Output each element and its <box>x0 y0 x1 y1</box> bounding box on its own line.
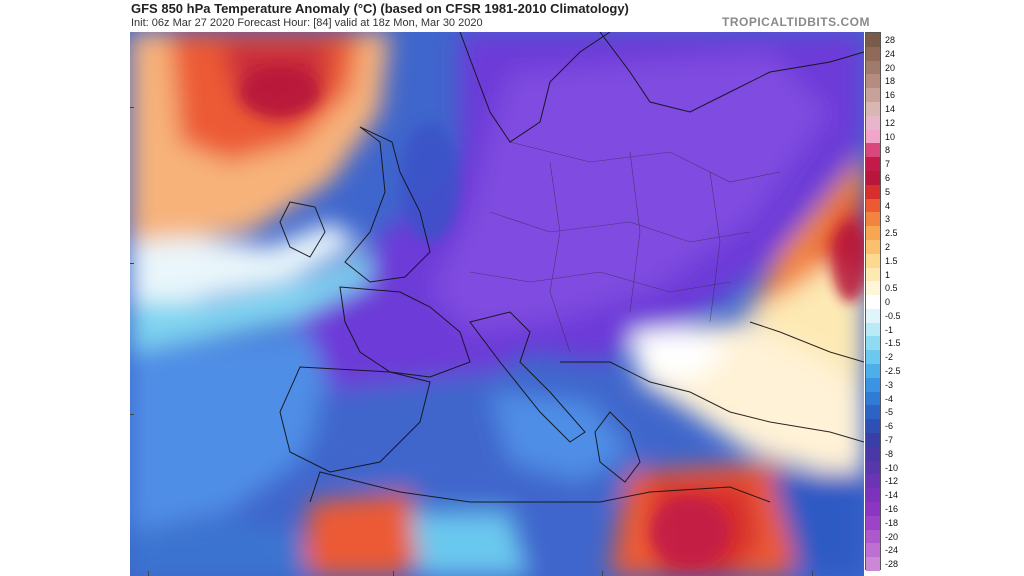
colorbar-segment <box>866 529 880 544</box>
colorbar-segment <box>866 391 880 406</box>
colorbar-label: 6 <box>885 172 891 183</box>
colorbar-segment <box>866 267 880 282</box>
colorbar-label: -1 <box>885 324 894 335</box>
colorbar-label: 18 <box>885 76 896 87</box>
colorbar-segment <box>866 322 880 337</box>
colorbar-label: -12 <box>885 476 899 487</box>
colorbar-segment <box>866 129 880 144</box>
colorbar-label: 1 <box>885 269 891 280</box>
colorbar-label: 0 <box>885 297 891 308</box>
colorbar-segment <box>866 405 880 420</box>
colorbar-label: -10 <box>885 462 899 473</box>
colorbar-label: 0.5 <box>885 283 898 294</box>
colorbar-label: -5 <box>885 407 894 418</box>
colorbar-segment <box>866 364 880 379</box>
colorbar-label: 5 <box>885 186 891 197</box>
colorbar-segment <box>866 377 880 393</box>
colorbar-label: -24 <box>885 545 899 556</box>
colorbar-label: -8 <box>885 448 894 459</box>
colorbar-label: 14 <box>885 103 896 114</box>
colorbar-segment <box>866 74 880 89</box>
colorbar-segment <box>866 419 880 434</box>
colorbar-segment <box>866 515 880 531</box>
colorbar-segment <box>866 281 880 296</box>
colorbar-segment <box>866 433 880 448</box>
coastline-overlay <box>279 32 864 503</box>
axis-tick <box>130 263 134 264</box>
colorbar-segment <box>866 308 880 324</box>
colorbar-segment <box>866 212 880 227</box>
colorbar-segment <box>866 46 880 62</box>
colorbar-segment <box>866 253 880 268</box>
colorbar-label: -20 <box>885 531 899 542</box>
colorbar-label: 2 <box>885 241 891 252</box>
colorbar-segment <box>866 60 880 75</box>
colorbar-segment <box>866 88 880 103</box>
colorbar-segment <box>866 474 880 489</box>
colorbar-label: 7 <box>885 159 891 170</box>
colorbar-segment <box>866 33 880 48</box>
colorbar-label: 4 <box>885 200 891 211</box>
colorbar-label: -0.5 <box>885 310 901 321</box>
colorbar-segment <box>866 143 880 158</box>
run-info: Init: 06z Mar 27 2020 Forecast Hour: [84… <box>131 17 483 29</box>
colorbar-segment <box>866 336 880 351</box>
colorbar-segment <box>866 350 880 365</box>
colorbar-label: -4 <box>885 393 894 404</box>
colorbar-label: 28 <box>885 35 896 45</box>
colorbar-segment <box>866 184 880 200</box>
colorbar-segment <box>866 115 880 131</box>
colorbar-label: -7 <box>885 435 894 446</box>
axis-tick <box>148 571 149 576</box>
colorbar-label: 24 <box>885 48 896 59</box>
colorbar-label: -3 <box>885 379 894 390</box>
colorbar-label: -1.5 <box>885 338 901 349</box>
axis-tick <box>393 571 394 576</box>
colorbar-segment <box>866 295 880 310</box>
brand-watermark: TROPICALTIDBITS.COM <box>722 15 870 29</box>
colorbar-segment <box>866 157 880 172</box>
colorbar-segment <box>866 198 880 213</box>
colorbar-segment <box>866 101 880 117</box>
colorbar-segment <box>866 460 880 475</box>
colorbar-label: -18 <box>885 517 899 528</box>
colorbar-segment <box>866 170 880 186</box>
colorbar-label: 1.5 <box>885 255 898 266</box>
colorbar-segment <box>866 502 880 517</box>
axis-tick <box>602 571 603 576</box>
colorbar-label: 16 <box>885 90 896 101</box>
axis-tick <box>130 414 134 415</box>
colorbar-label: 3 <box>885 214 891 225</box>
colorbar-label: -28 <box>885 559 899 570</box>
colorbar-label: -2 <box>885 352 894 363</box>
colorbar-segment <box>866 488 880 503</box>
colorbar-segment <box>866 446 880 462</box>
axis-tick <box>130 107 134 108</box>
axis-tick <box>812 571 813 576</box>
colorbar-segment <box>866 557 880 572</box>
colorbar-label: -14 <box>885 490 899 501</box>
colorbar-label: 10 <box>885 131 896 142</box>
colorbar <box>865 32 881 572</box>
colorbar-segment <box>866 226 880 241</box>
anomaly-map <box>130 32 864 576</box>
colorbar-label: 2.5 <box>885 228 898 239</box>
colorbar-label: 12 <box>885 117 896 128</box>
colorbar-label: -2.5 <box>885 366 901 377</box>
chart-title: GFS 850 hPa Temperature Anomaly (°C) (ba… <box>131 1 629 16</box>
colorbar-label: -16 <box>885 504 899 515</box>
colorbar-label: -6 <box>885 421 894 432</box>
colorbar-label: 8 <box>885 145 891 156</box>
colorbar-label: 20 <box>885 62 896 73</box>
colorbar-segment <box>866 239 880 255</box>
colorbar-segment <box>866 543 880 558</box>
